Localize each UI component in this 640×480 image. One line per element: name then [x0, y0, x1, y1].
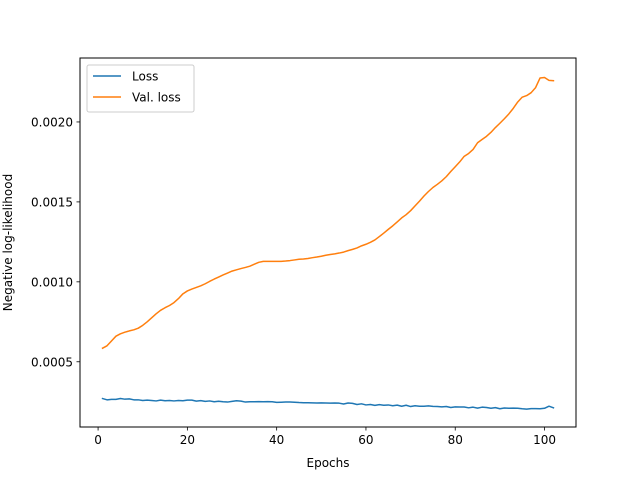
y-tick-label: 0.0010: [31, 275, 73, 289]
x-axis: 0 20 40 60 80 100: [94, 427, 556, 447]
x-tick-label: 20: [180, 433, 195, 447]
legend-label-loss: Loss: [132, 70, 158, 84]
x-tick-label: 80: [448, 433, 463, 447]
x-tick-label: 100: [533, 433, 556, 447]
plot-area: [101, 76, 555, 410]
y-tick-label: 0.0015: [31, 195, 73, 209]
series-line-val-loss: [101, 76, 555, 350]
legend: Loss Val. loss: [86, 64, 195, 113]
x-axis-label: Epochs: [307, 456, 350, 470]
series-line-loss: [101, 397, 555, 410]
y-tick-label: 0.0020: [31, 115, 73, 129]
legend-label-val-loss: Val. loss: [132, 91, 181, 105]
y-tick-label: 0.0005: [31, 355, 73, 369]
x-tick-label: 60: [358, 433, 373, 447]
x-tick-label: 40: [269, 433, 284, 447]
y-axis: 0.0005 0.0010 0.0015 0.0020: [31, 115, 80, 369]
x-tick-label: 0: [94, 433, 102, 447]
y-axis-label: Negative log-likelihood: [1, 174, 15, 311]
axes-frame: [79, 57, 577, 428]
